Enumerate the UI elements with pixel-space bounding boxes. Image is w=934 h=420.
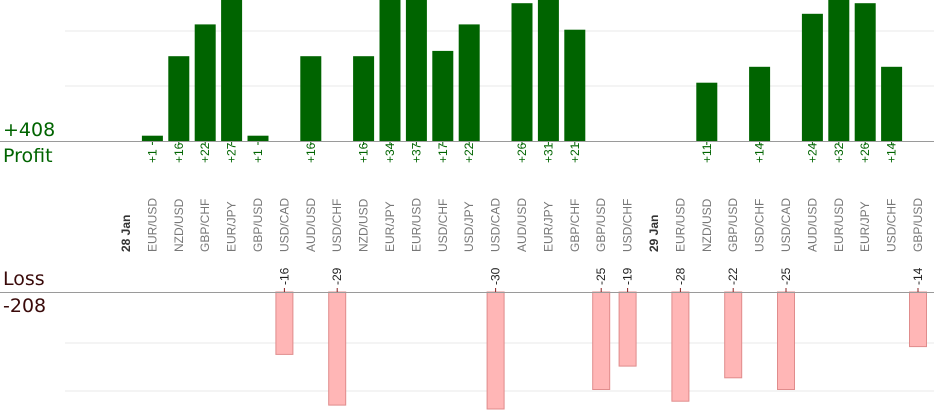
profit-bar (801, 13, 823, 141)
category-label: GBP/USD (251, 198, 265, 252)
date-label: 29 Jan (647, 215, 661, 252)
profit-bar (353, 56, 375, 142)
loss-bar (777, 291, 795, 390)
loss-value-label: -19 (621, 267, 635, 285)
loss-bar (671, 291, 690, 402)
category-label: NZD/USD (700, 198, 714, 252)
profit-value-label: +14 (753, 142, 767, 163)
category-label: EUR/JPY (383, 201, 397, 252)
category-label: USD/CHF (753, 199, 767, 252)
loss-label: Loss (3, 268, 45, 290)
profit-value-label: +14 (885, 142, 899, 163)
profit-value-label: +11 (700, 143, 714, 163)
loss-total: -208 (3, 295, 47, 317)
profit-bar (168, 56, 190, 142)
category-label: EUR/JPY (541, 201, 555, 252)
category-label: USD/CHF (621, 199, 635, 252)
profit-bar (221, 0, 243, 142)
profit-value-label: +16 (357, 142, 371, 163)
loss-bar (275, 291, 294, 355)
category-label: USD/JPY (462, 201, 476, 252)
loss-bar (724, 291, 743, 379)
profit-bar (405, 0, 427, 142)
profit-bar (749, 66, 771, 141)
loss-bar (328, 291, 347, 406)
loss-value-label: -25 (779, 267, 793, 285)
category-label: AUD/USD (304, 198, 318, 252)
profit-value-label: +22 (462, 142, 476, 163)
category-label: GBP/USD (726, 198, 740, 252)
profit-bar (247, 135, 269, 141)
loss-value-label: -28 (673, 267, 687, 285)
category-label: EUR/USD (673, 198, 687, 252)
category-label: USD/CAD (277, 198, 291, 252)
profit-value-label: +37 (409, 142, 423, 163)
profit-total: +408 (3, 119, 56, 141)
loss-bar (486, 291, 505, 410)
profit-value-label: +24 (805, 142, 819, 163)
category-label: EUR/JPY (225, 201, 239, 252)
date-label: 28 Jan (119, 215, 133, 252)
profit-value-label: +32 (832, 142, 846, 163)
loss-value-label: -25 (594, 267, 608, 285)
loss-bar (592, 291, 611, 390)
profit-value-label: +16 (172, 142, 186, 163)
loss-value-label: -22 (726, 267, 740, 285)
loss-bar (909, 291, 927, 348)
loss-value-label: -16 (277, 267, 291, 285)
category-label: EUR/USD (409, 198, 423, 252)
profit-label: Profit (3, 145, 53, 167)
profit-value-label: +27 (225, 142, 239, 163)
profit-value-label: +26 (858, 142, 872, 163)
loss-value-label: -14 (911, 267, 925, 285)
profit-value-label: +22 (198, 142, 212, 163)
loss-value-label: -30 (489, 267, 503, 285)
profit-bar (141, 135, 163, 141)
profit-value-label: +16 (304, 142, 318, 163)
profit-bar (828, 0, 850, 142)
profit-bar (696, 82, 718, 141)
category-label: USD/CHF (436, 199, 450, 252)
category-label: GBP/CHF (198, 199, 212, 252)
profit-value-label: +34 (383, 142, 397, 163)
profit-bar (300, 56, 322, 142)
profit-value-label: +1 (251, 149, 265, 163)
profit-bar (379, 0, 401, 141)
profit-bar (537, 0, 559, 142)
loss-bar (618, 291, 637, 367)
category-label: USD/CHF (885, 199, 899, 252)
profit-value-label: +21 (568, 142, 582, 163)
profit-bar (564, 29, 586, 142)
category-label: GBP/USD (594, 198, 608, 252)
loss-value-label: -29 (330, 267, 344, 285)
profit-bar (194, 24, 216, 141)
category-label: USD/CHF (330, 199, 344, 252)
profit-bar (432, 50, 454, 141)
profit-bar (854, 3, 876, 142)
profit-bar (511, 3, 533, 142)
category-label: NZD/USD (357, 198, 371, 252)
category-label: AUD/USD (805, 198, 819, 252)
category-label: EUR/USD (832, 198, 846, 252)
profit-bar (458, 24, 480, 141)
category-label: GBP/USD (911, 198, 925, 252)
profit-bar (881, 66, 903, 141)
category-label: AUD/USD (515, 198, 529, 252)
category-label: EUR/USD (145, 198, 159, 252)
category-label: EUR/JPY (858, 201, 872, 252)
profit-value-label: +31 (541, 142, 555, 163)
profit-value-label: +26 (515, 142, 529, 163)
category-label: NZD/USD (172, 198, 186, 252)
category-label: GBP/CHF (568, 199, 582, 252)
category-label: USD/CAD (779, 198, 793, 252)
profit-value-label: +17 (436, 142, 450, 163)
profit-value-label: +1 (145, 149, 159, 163)
category-label: USD/CAD (489, 198, 503, 252)
